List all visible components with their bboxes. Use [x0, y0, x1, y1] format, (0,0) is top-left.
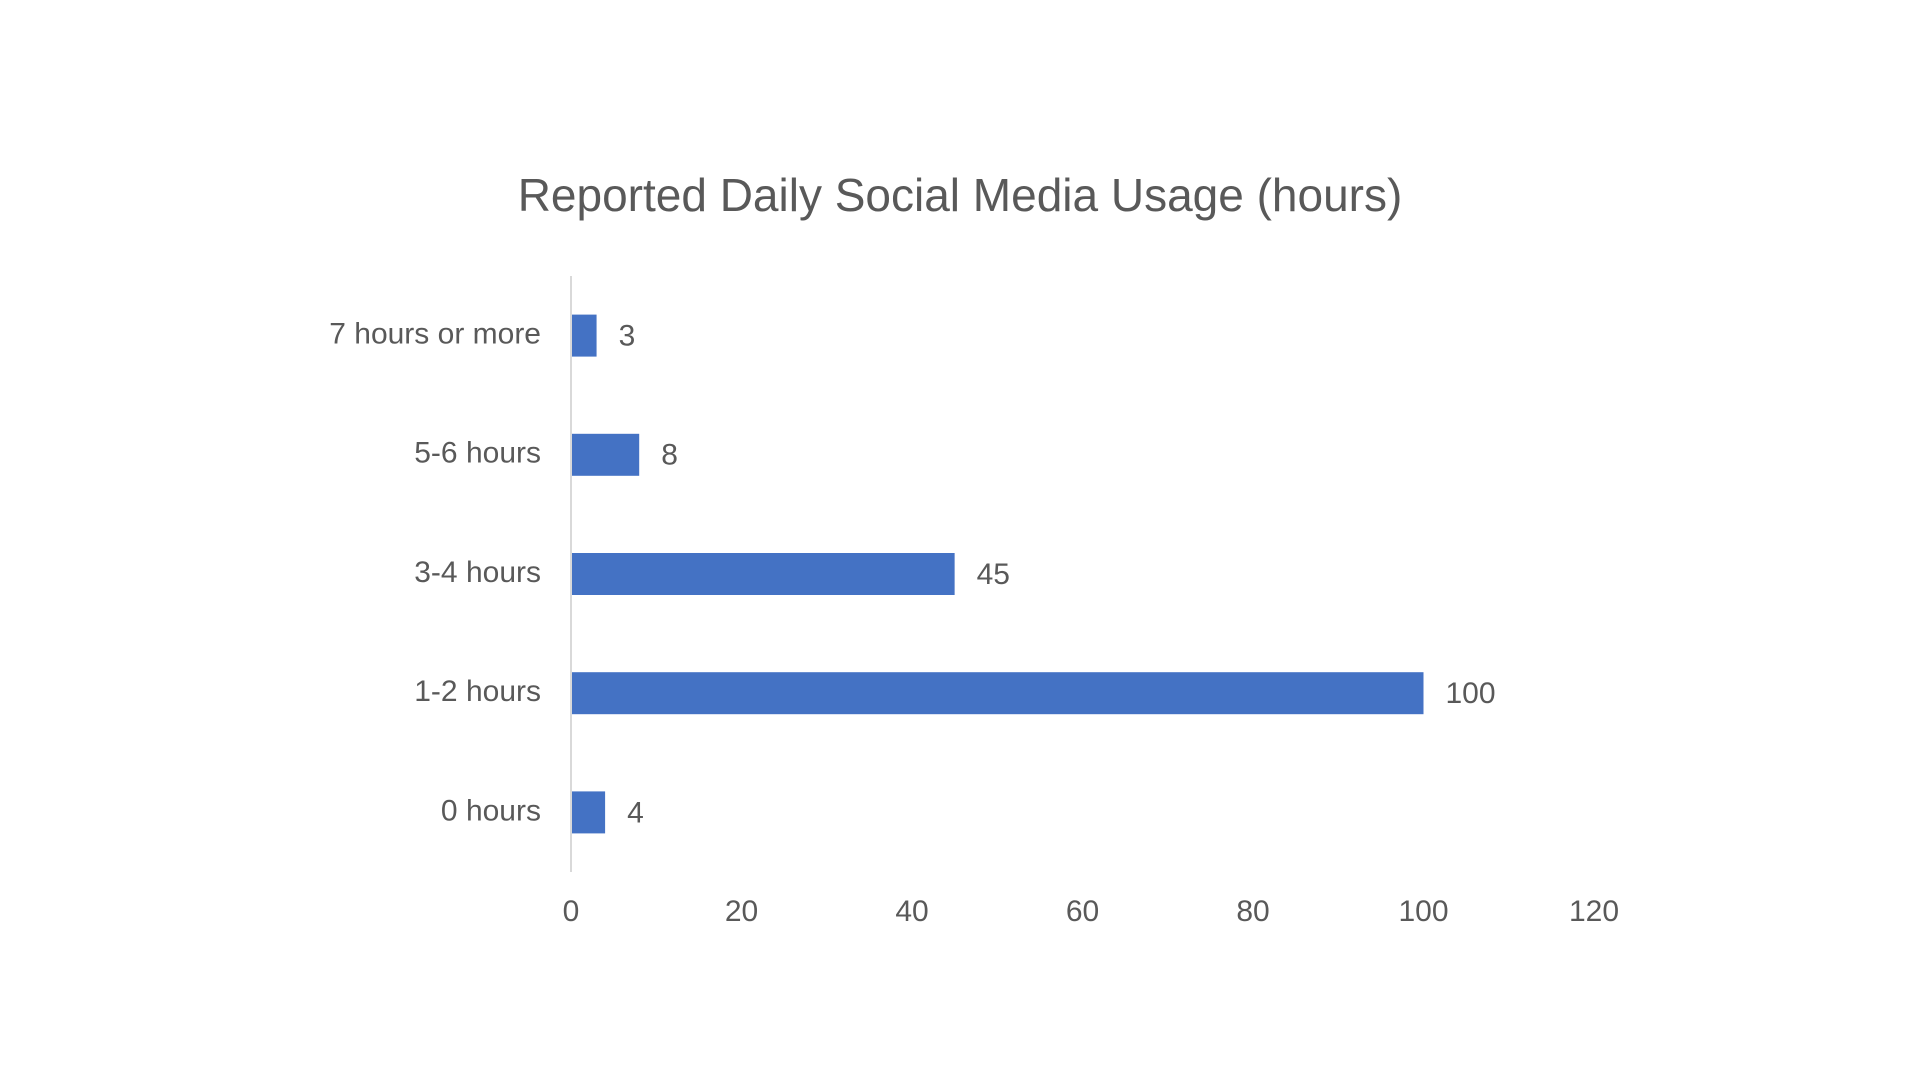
category-label: 3-4 hours: [414, 556, 541, 589]
x-tick-label: 40: [895, 895, 928, 928]
category-label: 7 hours or more: [329, 318, 541, 351]
category-label: 1-2 hours: [414, 675, 541, 708]
x-tick-label: 20: [725, 895, 758, 928]
x-tick-labels: 0 20 40 60 80 100 120: [563, 895, 1619, 928]
category-label: 0 hours: [441, 794, 541, 827]
bars-group: [571, 314, 1424, 834]
data-label: 3: [619, 320, 636, 353]
category-labels: 7 hours or more 5-6 hours 3-4 hours 1-2 hou…: [329, 318, 541, 828]
bar: [571, 791, 606, 834]
data-label: 4: [627, 796, 644, 829]
x-tick-label: 120: [1569, 895, 1619, 928]
bar: [571, 314, 597, 357]
bar: [571, 553, 955, 595]
x-tick-label: 60: [1066, 895, 1099, 928]
data-labels: 3 8 45 100 4: [619, 320, 1496, 830]
data-label: 100: [1446, 677, 1496, 710]
x-tick-label: 80: [1236, 895, 1269, 928]
bar: [571, 433, 640, 476]
x-tick-label: 0: [563, 895, 580, 928]
chart-title: Reported Daily Social Media Usage (hours…: [517, 169, 1403, 221]
data-label: 8: [661, 439, 678, 472]
x-tick-label: 100: [1398, 895, 1448, 928]
bar: [571, 672, 1424, 715]
data-label: 45: [977, 558, 1010, 591]
category-label: 5-6 hours: [414, 437, 541, 470]
